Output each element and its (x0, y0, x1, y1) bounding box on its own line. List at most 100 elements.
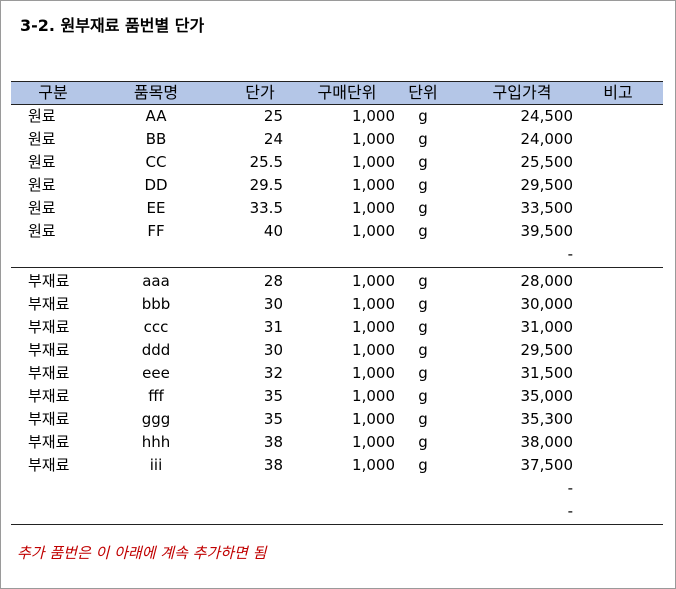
cell-category[interactable]: 부재료 (28, 456, 70, 474)
cell-unit-price[interactable]: 32 (263, 364, 283, 382)
cell-unit[interactable]: g (418, 387, 428, 405)
cell-unit[interactable]: g (418, 130, 428, 148)
cell-category[interactable]: 부재료 (28, 295, 70, 313)
cell-item[interactable] (95, 500, 217, 523)
cell-price[interactable]: 39,500 (520, 222, 574, 240)
cell-unit-price[interactable] (217, 477, 283, 500)
cell-note[interactable] (573, 339, 663, 362)
cell-category[interactable]: 부재료 (28, 410, 70, 428)
cell-unit-price[interactable]: 40 (263, 222, 283, 240)
cell-note[interactable] (573, 174, 663, 197)
cell-purchase-unit[interactable]: 1,000 (352, 176, 395, 194)
cell-note[interactable] (573, 385, 663, 408)
header-unit-price[interactable]: 단가 (245, 83, 275, 102)
cell-unit-price[interactable]: 29.5 (249, 176, 283, 194)
cell-unit-price[interactable]: 25 (263, 107, 283, 125)
cell-note[interactable] (573, 151, 663, 174)
cell-item[interactable]: FF (147, 222, 165, 240)
cell-unit[interactable]: g (418, 153, 428, 171)
cell-purchase-unit[interactable]: 1,000 (352, 130, 395, 148)
header-price[interactable]: 구입가격 (492, 83, 552, 102)
cell-unit[interactable]: g (418, 364, 428, 382)
header-item[interactable]: 품목명 (133, 83, 179, 102)
cell-note[interactable] (573, 270, 663, 293)
cell-item[interactable]: DD (144, 176, 168, 194)
cell-unit-price[interactable] (217, 500, 283, 523)
cell-item[interactable]: fff (148, 387, 164, 405)
cell-category[interactable]: 부재료 (28, 364, 70, 382)
cell-category[interactable]: 부재료 (28, 387, 70, 405)
cell-purchase-unit[interactable]: 1,000 (352, 341, 395, 359)
cell-price[interactable]: 38,000 (520, 433, 574, 451)
cell-note[interactable] (573, 408, 663, 431)
cell-unit-price[interactable]: 35 (263, 410, 283, 428)
cell-category[interactable] (11, 500, 95, 523)
cell-note[interactable] (573, 128, 663, 151)
header-note[interactable]: 비고 (603, 83, 633, 102)
cell-price[interactable]: 35,000 (520, 387, 574, 405)
cell-unit[interactable]: g (418, 341, 428, 359)
cell-category[interactable]: 원료 (28, 176, 56, 194)
cell-purchase-unit[interactable]: 1,000 (352, 410, 395, 428)
cell-item[interactable] (95, 243, 217, 266)
cell-note[interactable] (573, 105, 663, 128)
cell-unit-price[interactable]: 38 (263, 433, 283, 451)
cell-unit-price[interactable]: 31 (263, 318, 283, 336)
cell-price[interactable]: 28,000 (520, 272, 574, 290)
cell-item[interactable]: EE (146, 199, 166, 217)
cell-item[interactable]: eee (142, 364, 170, 382)
cell-price[interactable]: 25,500 (520, 153, 574, 171)
cell-note[interactable] (573, 197, 663, 220)
cell-category[interactable]: 원료 (28, 199, 56, 217)
cell-purchase-unit[interactable]: 1,000 (352, 107, 395, 125)
cell-unit[interactable]: g (418, 456, 428, 474)
cell-item[interactable]: ddd (141, 341, 171, 359)
cell-category[interactable]: 원료 (28, 222, 56, 240)
cell-item[interactable]: CC (145, 153, 167, 171)
cell-unit[interactable] (395, 500, 451, 523)
cell-category[interactable]: 원료 (28, 107, 56, 125)
cell-category[interactable]: 부재료 (28, 433, 70, 451)
cell-note[interactable] (573, 293, 663, 316)
cell-item[interactable]: hhh (141, 433, 171, 451)
cell-item[interactable]: iii (149, 456, 163, 474)
cell-unit[interactable]: g (418, 295, 428, 313)
cell-category[interactable]: 원료 (28, 130, 56, 148)
cell-unit-price[interactable]: 28 (263, 272, 283, 290)
cell-price[interactable]: 31,000 (520, 318, 574, 336)
cell-purchase-unit[interactable]: 1,000 (352, 272, 395, 290)
cell-purchase-unit[interactable] (283, 477, 395, 500)
cell-note[interactable] (573, 243, 663, 266)
cell-price[interactable]: 29,500 (520, 341, 574, 359)
cell-price[interactable]: 35,300 (520, 410, 574, 428)
cell-item[interactable]: ccc (143, 318, 169, 336)
cell-item[interactable]: aaa (142, 272, 170, 290)
cell-purchase-unit[interactable]: 1,000 (352, 199, 395, 217)
cell-unit-price[interactable]: 25.5 (249, 153, 283, 171)
cell-note[interactable] (573, 220, 663, 243)
cell-unit[interactable]: g (418, 433, 428, 451)
cell-unit[interactable] (395, 243, 451, 266)
cell-category[interactable] (11, 243, 95, 266)
cell-unit[interactable]: g (418, 176, 428, 194)
cell-purchase-unit[interactable]: 1,000 (352, 456, 395, 474)
cell-category[interactable]: 부재료 (28, 318, 70, 336)
cell-price[interactable]: 37,500 (520, 456, 574, 474)
cell-purchase-unit[interactable]: 1,000 (352, 295, 395, 313)
cell-price[interactable]: 29,500 (520, 176, 574, 194)
cell-item[interactable]: AA (145, 107, 167, 125)
cell-unit-price[interactable]: 38 (263, 456, 283, 474)
cell-category[interactable]: 부재료 (28, 272, 70, 290)
cell-unit-price[interactable]: 33.5 (249, 199, 283, 217)
cell-unit[interactable]: g (418, 410, 428, 428)
cell-unit[interactable]: g (418, 318, 428, 336)
cell-purchase-unit[interactable]: 1,000 (352, 387, 395, 405)
cell-price[interactable]: 33,500 (520, 199, 574, 217)
cell-item[interactable]: ggg (141, 410, 171, 428)
cell-item[interactable]: bbb (141, 295, 171, 313)
cell-item[interactable]: BB (145, 130, 167, 148)
cell-purchase-unit[interactable]: 1,000 (352, 318, 395, 336)
cell-unit-price[interactable]: 24 (263, 130, 283, 148)
cell-price[interactable]: - (567, 502, 573, 520)
cell-unit[interactable]: g (418, 107, 428, 125)
